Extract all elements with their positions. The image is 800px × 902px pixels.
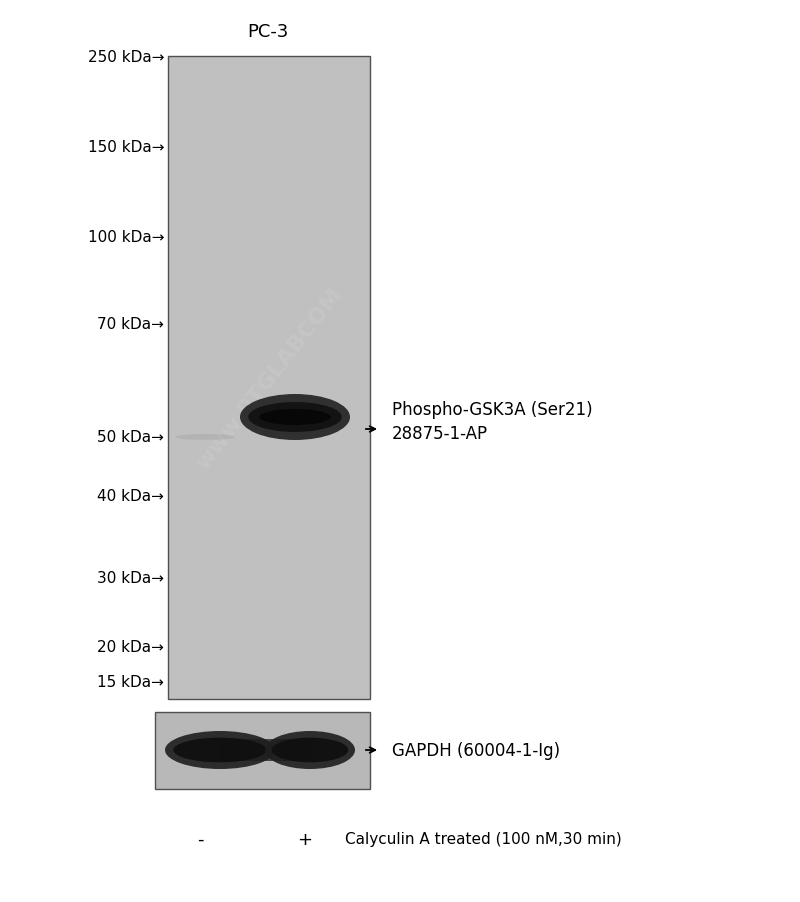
Ellipse shape	[175, 435, 235, 440]
Text: Phospho-GSK3A (Ser21)
28875-1-AP: Phospho-GSK3A (Ser21) 28875-1-AP	[392, 400, 593, 442]
Text: 30 kDa→: 30 kDa→	[97, 571, 164, 586]
Ellipse shape	[240, 394, 350, 440]
Text: 70 kDa→: 70 kDa→	[97, 318, 164, 332]
Text: 20 kDa→: 20 kDa→	[97, 640, 164, 655]
Text: 50 kDa→: 50 kDa→	[97, 430, 164, 445]
Text: 250 kDa→: 250 kDa→	[87, 50, 164, 64]
Text: 15 kDa→: 15 kDa→	[97, 675, 164, 690]
Text: 150 kDa→: 150 kDa→	[87, 141, 164, 155]
Ellipse shape	[174, 738, 266, 762]
Ellipse shape	[248, 402, 342, 432]
Text: -: -	[197, 830, 203, 848]
Text: +: +	[298, 830, 313, 848]
Ellipse shape	[259, 410, 330, 426]
Ellipse shape	[165, 732, 275, 769]
Text: 40 kDa→: 40 kDa→	[97, 489, 164, 504]
Text: GAPDH (60004-1-Ig): GAPDH (60004-1-Ig)	[392, 741, 560, 759]
Bar	[220, 739, 310, 761]
Text: Calyculin A treated (100 nM,30 min): Calyculin A treated (100 nM,30 min)	[345, 832, 622, 847]
Text: 100 kDa→: 100 kDa→	[87, 230, 164, 245]
Ellipse shape	[272, 738, 348, 762]
Text: PC-3: PC-3	[247, 23, 289, 41]
Bar	[155, 713, 370, 789]
Bar	[168, 57, 370, 699]
Ellipse shape	[265, 732, 355, 769]
Text: www.PTGLABCOM: www.PTGLABCOM	[192, 284, 346, 473]
